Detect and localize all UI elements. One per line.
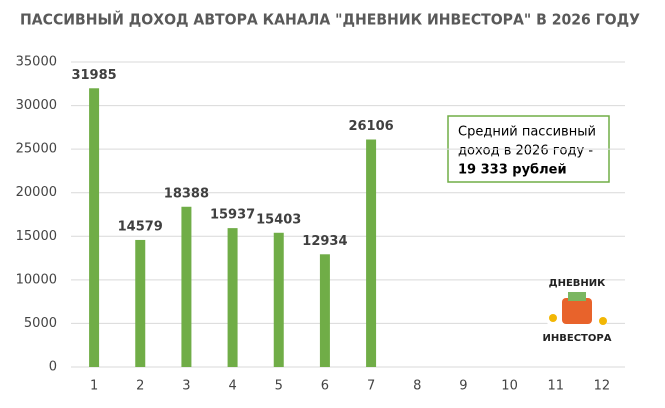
- bar: [273, 232, 284, 367]
- bar: [181, 206, 192, 367]
- value-label: 12934: [302, 234, 347, 249]
- y-tick-label: 35000: [16, 55, 57, 70]
- bar: [89, 88, 100, 368]
- value-label: 31985: [71, 68, 116, 83]
- x-tick-label: 6: [321, 379, 329, 394]
- annotation-text: Средний пассивный: [458, 125, 596, 140]
- value-label: 14579: [118, 219, 163, 234]
- y-tick-label: 25000: [16, 142, 57, 157]
- bar: [366, 139, 377, 367]
- x-tick-label: 2: [136, 379, 144, 394]
- value-label: 26106: [348, 119, 393, 134]
- x-tick-label: 12: [594, 379, 611, 394]
- bar: [227, 228, 238, 367]
- x-tick-label: 4: [228, 379, 236, 394]
- x-tick-label: 8: [413, 379, 421, 394]
- annotation-highlight: 19 333 рублей: [458, 163, 567, 178]
- value-label: 15403: [256, 212, 301, 227]
- x-tick-label: 9: [459, 379, 467, 394]
- bar: [319, 254, 330, 367]
- value-label: 18388: [164, 186, 209, 201]
- y-tick-label: 15000: [16, 229, 57, 244]
- x-tick-label: 1: [90, 379, 98, 394]
- x-tick-label: 5: [275, 379, 283, 394]
- logo-wallet: [562, 298, 592, 324]
- x-tick-label: 7: [367, 379, 375, 394]
- annotation-text: доход в 2026 году -: [458, 144, 593, 159]
- y-tick-label: 10000: [16, 272, 57, 287]
- chart-title: ПАССИВНЫЙ ДОХОД АВТОРА КАНАЛА "ДНЕВНИК И…: [20, 10, 640, 29]
- x-tick-label: 10: [501, 379, 518, 394]
- y-tick-label: 20000: [16, 185, 57, 200]
- logo-money: [568, 292, 586, 301]
- logo-text: ДНЕВНИК: [549, 278, 606, 289]
- y-tick-label: 5000: [24, 316, 57, 331]
- bar: [135, 239, 146, 367]
- logo-coin: [549, 314, 557, 322]
- value-label: 15937: [210, 208, 255, 223]
- x-tick-label: 11: [547, 379, 564, 394]
- logo-coin: [599, 317, 607, 325]
- y-tick-label: 30000: [16, 98, 57, 113]
- x-tick-label: 3: [182, 379, 190, 394]
- logo-text: ИНВЕСТОРА: [543, 333, 612, 344]
- logo: ДНЕВНИК ИНВЕСТОРА: [543, 278, 612, 344]
- y-tick-label: 0: [49, 360, 57, 375]
